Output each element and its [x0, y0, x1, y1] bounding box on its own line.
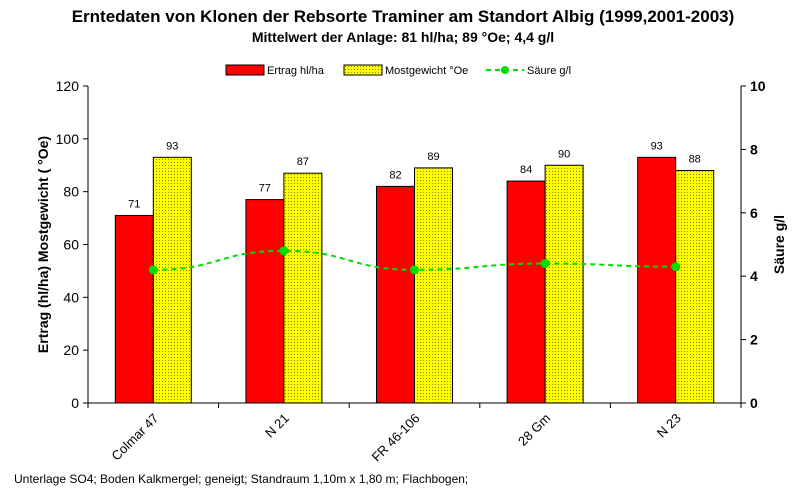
legend-swatch-mostgewicht [343, 64, 383, 76]
data-label-ertrag: 93 [651, 140, 663, 152]
data-label-mostgewicht: 93 [166, 140, 178, 152]
legend-marker-saeure [501, 66, 509, 74]
bar-mostgewicht [675, 170, 715, 404]
y-tick-label: 20 [63, 342, 79, 358]
bar-ertrag [245, 199, 285, 404]
footer-note: Unterlage SO4; Boden Kalkmergel; geneigt… [14, 472, 469, 486]
y2-tick-label: 6 [750, 205, 758, 221]
y-tick-label: 80 [63, 184, 79, 200]
data-label-mostgewicht: 89 [427, 151, 439, 163]
bar-mostgewicht [414, 167, 453, 404]
data-label-ertrag: 71 [128, 198, 140, 210]
y-tick-label: 0 [71, 395, 79, 411]
y2-tick-label: 2 [750, 332, 758, 348]
data-label-ertrag: 82 [389, 169, 401, 181]
y2-tick-label: 8 [750, 141, 758, 157]
data-label-mostgewicht: 87 [297, 156, 309, 168]
y-tick-label: 120 [56, 78, 80, 94]
legend-label-ertrag: Ertrag hl/ha [267, 65, 325, 77]
legend-swatch-ertrag [225, 64, 265, 76]
data-label-mostgewicht: 88 [689, 154, 701, 166]
y2-axis-label: Säure g/l [771, 215, 787, 274]
y2-tick-label: 4 [750, 268, 758, 284]
data-label-mostgewicht: 90 [558, 148, 570, 160]
bar-ertrag [114, 214, 154, 404]
bar-mostgewicht [152, 156, 192, 404]
legend-label-mostgewicht: Mostgewicht °Oe [385, 65, 468, 77]
category-label: N 21 [262, 411, 292, 441]
saeure-point [148, 265, 158, 275]
saeure-point [279, 246, 289, 256]
saeure-point [410, 265, 419, 275]
saeure-line [148, 246, 681, 275]
chart-title: Erntedaten von Klonen der Rebsorte Trami… [71, 7, 735, 26]
category-labels: Colmar 47 N 21 FR 46-106 28 Gm N 23 [108, 411, 683, 465]
data-label-ertrag: 84 [520, 164, 532, 176]
legend: Ertrag hl/ha Mostgewicht °Oe Säure g/l [225, 64, 571, 77]
y2-tick-label: 0 [750, 395, 758, 411]
y-tick-label: 100 [56, 131, 80, 147]
bar-mostgewicht [544, 164, 584, 404]
y-tick-label: 60 [63, 237, 79, 253]
chart-subtitle: Mittelwert der Anlage: 81 hl/ha; 89 °Oe;… [251, 29, 555, 45]
y-tick-label: 40 [63, 289, 79, 305]
y-axis-label: Ertrag (hl/ha) Mostgewicht ( °Oe) [35, 136, 51, 353]
bar-mostgewicht [283, 172, 323, 404]
legend-label-saeure: Säure g/l [527, 65, 571, 77]
axes: 0 20 40 60 80 100 120 0 2 4 6 8 10 Ertrag (hl/ha) Mos… [35, 78, 787, 411]
bar-ertrag [376, 185, 415, 404]
saeure-point [671, 262, 681, 272]
bar-ertrag [506, 180, 546, 404]
saeure-point [540, 259, 550, 269]
y2-tick-label: 10 [750, 78, 766, 94]
category-label: Colmar 47 [108, 411, 161, 464]
bar-ertrag [637, 156, 677, 404]
data-label-ertrag: 77 [259, 183, 271, 195]
category-label: FR 46-106 [369, 411, 423, 465]
category-label: N 23 [654, 411, 684, 441]
category-label: 28 Gm [515, 411, 553, 449]
bars: 71 93 77 87 82 89 84 90 93 88 [114, 140, 715, 404]
